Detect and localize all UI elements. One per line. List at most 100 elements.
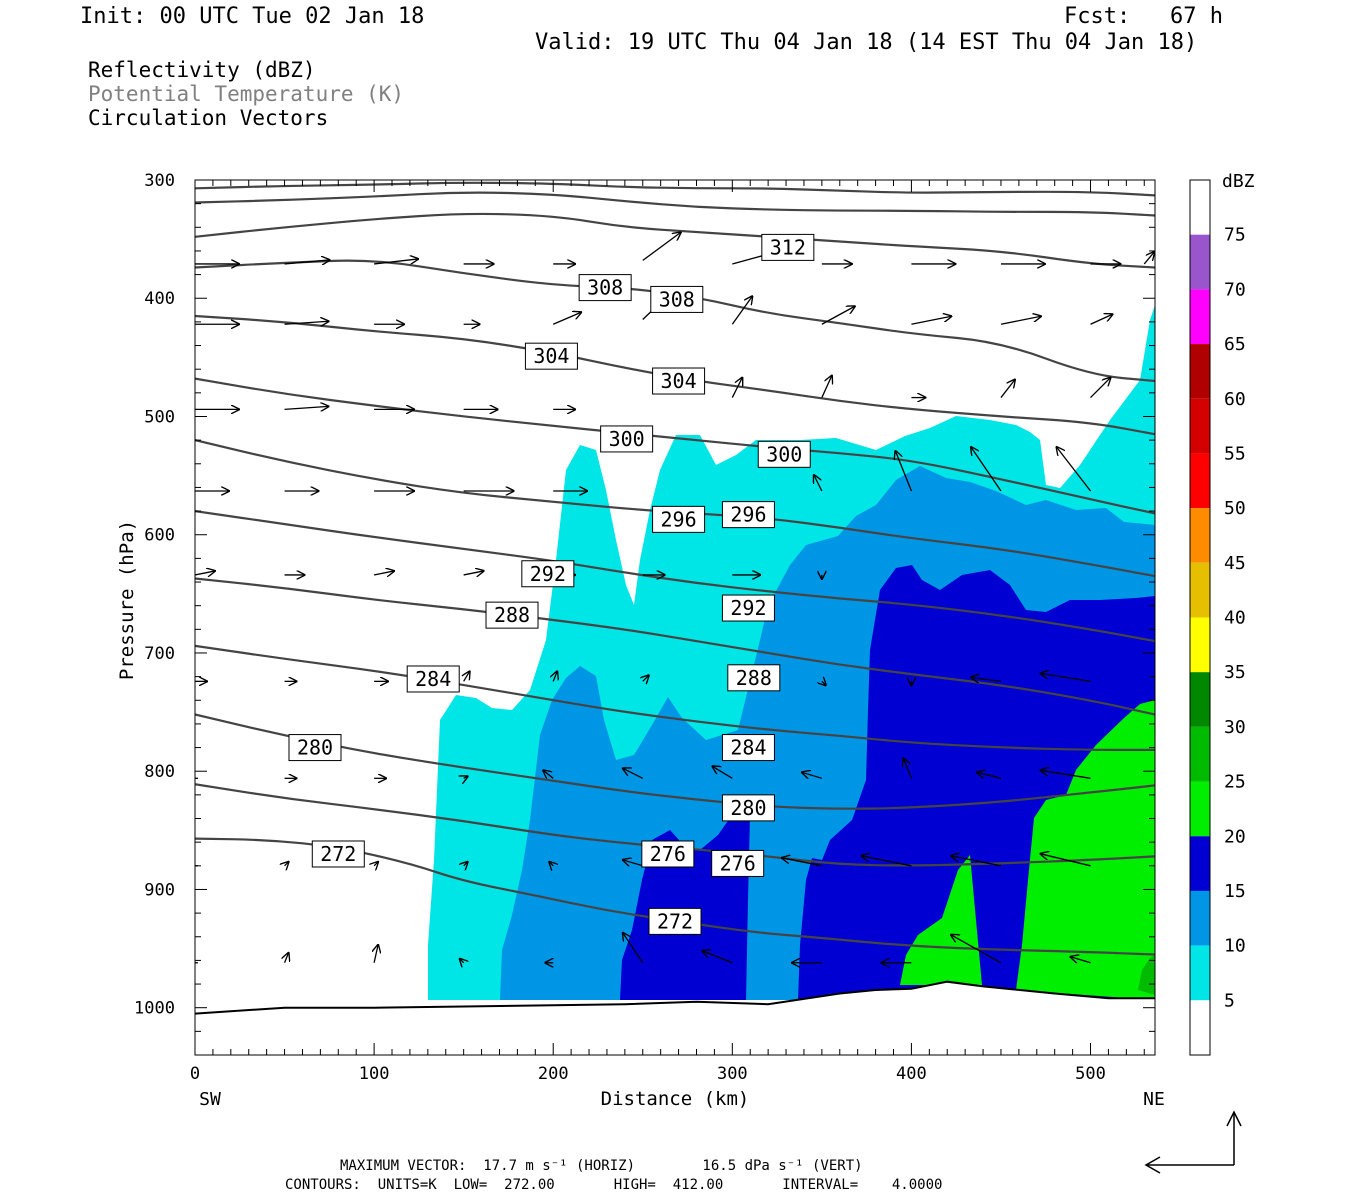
svg-text:292: 292 [530, 562, 566, 586]
vector-arrow [1041, 770, 1091, 779]
svg-text:280: 280 [297, 736, 333, 760]
vector-arrow [731, 296, 752, 325]
vector-arrow [782, 858, 822, 867]
vector-arrow [552, 312, 581, 325]
contour-label: 312 [761, 233, 815, 261]
vector-arrow [911, 316, 951, 325]
y-tick-label: 700 [144, 644, 175, 664]
vector-arrow [195, 571, 215, 575]
vector-arrow [1057, 447, 1092, 492]
contour-label: 288 [485, 601, 539, 629]
vector-arrow [642, 232, 681, 261]
x-tick-label: 500 [1075, 1064, 1106, 1084]
vector-arrow [1041, 854, 1091, 867]
contour-label: 292 [721, 594, 775, 622]
legend-reflectivity: Reflectivity (dBZ) [88, 58, 316, 82]
svg-text:292: 292 [730, 596, 766, 620]
x-left-label: SW [199, 1089, 221, 1110]
svg-text:272: 272 [657, 909, 693, 933]
svg-text:272: 272 [320, 842, 356, 866]
vector-arrow [285, 953, 289, 964]
legend-potential-temperature: Potential Temperature (K) [88, 82, 405, 106]
colorbar-level-label: 35 [1224, 662, 1246, 683]
vector-arrow [553, 671, 557, 682]
vector-arrow [464, 776, 468, 778]
vector-arrow [284, 321, 329, 324]
vector-arrow [549, 862, 553, 866]
x-tick-label: 200 [538, 1064, 569, 1084]
svg-text:288: 288 [736, 666, 772, 690]
contour-label: 276 [641, 840, 695, 868]
y-tick-label: 300 [144, 171, 175, 191]
contour-label: 304 [524, 342, 578, 370]
colorbar-level-label: 50 [1224, 498, 1246, 519]
colorbar-swatch [1190, 562, 1210, 618]
vector-arrow [814, 475, 823, 492]
vector-arrow [977, 772, 1002, 779]
colorbar-swatch [1190, 234, 1210, 290]
vector-arrow [460, 959, 464, 963]
colorbar-swatch [1190, 180, 1210, 235]
vector-arrow [463, 571, 484, 575]
theta-contour-284 [195, 644, 1155, 751]
svg-text:304: 304 [661, 369, 697, 393]
x-tick-label: 0 [190, 1064, 200, 1084]
svg-text:312: 312 [770, 235, 806, 259]
vector-arrow [373, 571, 394, 575]
vector-arrow [1000, 316, 1041, 325]
init-time: Init: 00 UTC Tue 02 Jan 18 [80, 4, 425, 29]
y-tick-label: 400 [144, 289, 175, 309]
svg-text:300: 300 [766, 442, 802, 466]
vector-arrow [1090, 378, 1111, 399]
theta-contour-upper-11 [195, 191, 1155, 217]
contour-label: 272 [648, 907, 702, 935]
vector-arrow [861, 856, 912, 867]
svg-text:308: 308 [587, 276, 623, 300]
vector-arrow [1071, 957, 1091, 963]
colorbar-swatch [1190, 1000, 1210, 1055]
vector-arrow [821, 376, 832, 398]
vector-arrow [623, 768, 644, 779]
colorbar-swatch [1190, 726, 1210, 782]
below-surface-mask [195, 981, 1155, 1055]
colorbar-swatch [1190, 836, 1210, 891]
vector-arrow [731, 378, 742, 398]
x-right-label: NE [1143, 1089, 1165, 1110]
contour-label: 288 [727, 664, 781, 692]
max-vector-note: MAXIMUM VECTOR: 17.7 m s⁻¹ (HORIZ) 16.5 … [340, 1158, 863, 1174]
colorbar-unit: dBZ [1222, 171, 1255, 192]
vector-arrow [284, 406, 329, 409]
contour-label: 296 [652, 505, 706, 533]
colorbar-swatch [1190, 344, 1210, 399]
colorbar-swatch [1190, 508, 1210, 563]
y-tick-label: 900 [144, 880, 175, 900]
vector-arrow [1090, 314, 1113, 325]
colorbar-swatch [1190, 781, 1210, 837]
colorbar-level-label: 30 [1224, 717, 1246, 738]
svg-text:288: 288 [494, 603, 530, 627]
contour-label: 280 [288, 734, 342, 762]
colorbar-swatch [1190, 453, 1210, 509]
vector-arrow [1000, 380, 1015, 398]
svg-text:296: 296 [661, 507, 697, 531]
colorbar-swatch [1190, 398, 1210, 454]
y-axis-title: Pressure (hPa) [116, 520, 138, 680]
contours-note: CONTOURS: UNITS=K LOW= 272.00 HIGH= 412.… [285, 1177, 943, 1193]
colorbar-level-label: 75 [1224, 225, 1246, 246]
vector-arrow [623, 933, 644, 964]
vector-arrow [374, 259, 418, 265]
axes: 0 100 200 300 400 500 300 400 500 600 700 800 900 100… [134, 171, 1155, 1084]
theta-contour-288 [195, 577, 1155, 716]
contour-label: 300 [600, 425, 654, 453]
contour-label: 300 [757, 440, 811, 468]
vector-arrow [702, 951, 733, 964]
colorbar-level-label: 25 [1224, 772, 1246, 793]
reflectivity-20-region [900, 855, 982, 985]
valid-time: Valid: 19 UTC Thu 04 Jan 18 (14 EST Thu … [535, 30, 1198, 55]
vector-arrow [951, 856, 1002, 867]
vector-arrow [903, 758, 913, 779]
x-tick-label: 300 [717, 1064, 748, 1084]
x-tick-label: 400 [896, 1064, 927, 1084]
